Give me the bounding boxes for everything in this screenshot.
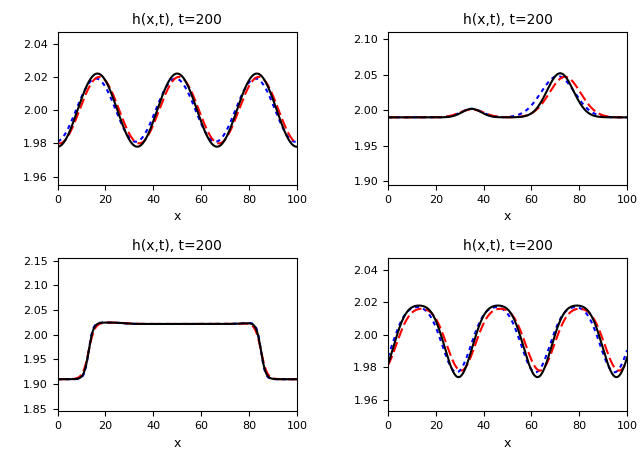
X-axis label: x: x <box>504 210 511 223</box>
Title: h(x,t), t=200: h(x,t), t=200 <box>132 13 222 27</box>
Title: h(x,t), t=200: h(x,t), t=200 <box>463 239 552 253</box>
Title: h(x,t), t=200: h(x,t), t=200 <box>463 13 552 27</box>
X-axis label: x: x <box>173 436 181 450</box>
Title: h(x,t), t=200: h(x,t), t=200 <box>132 239 222 253</box>
X-axis label: x: x <box>504 436 511 450</box>
X-axis label: x: x <box>173 210 181 223</box>
